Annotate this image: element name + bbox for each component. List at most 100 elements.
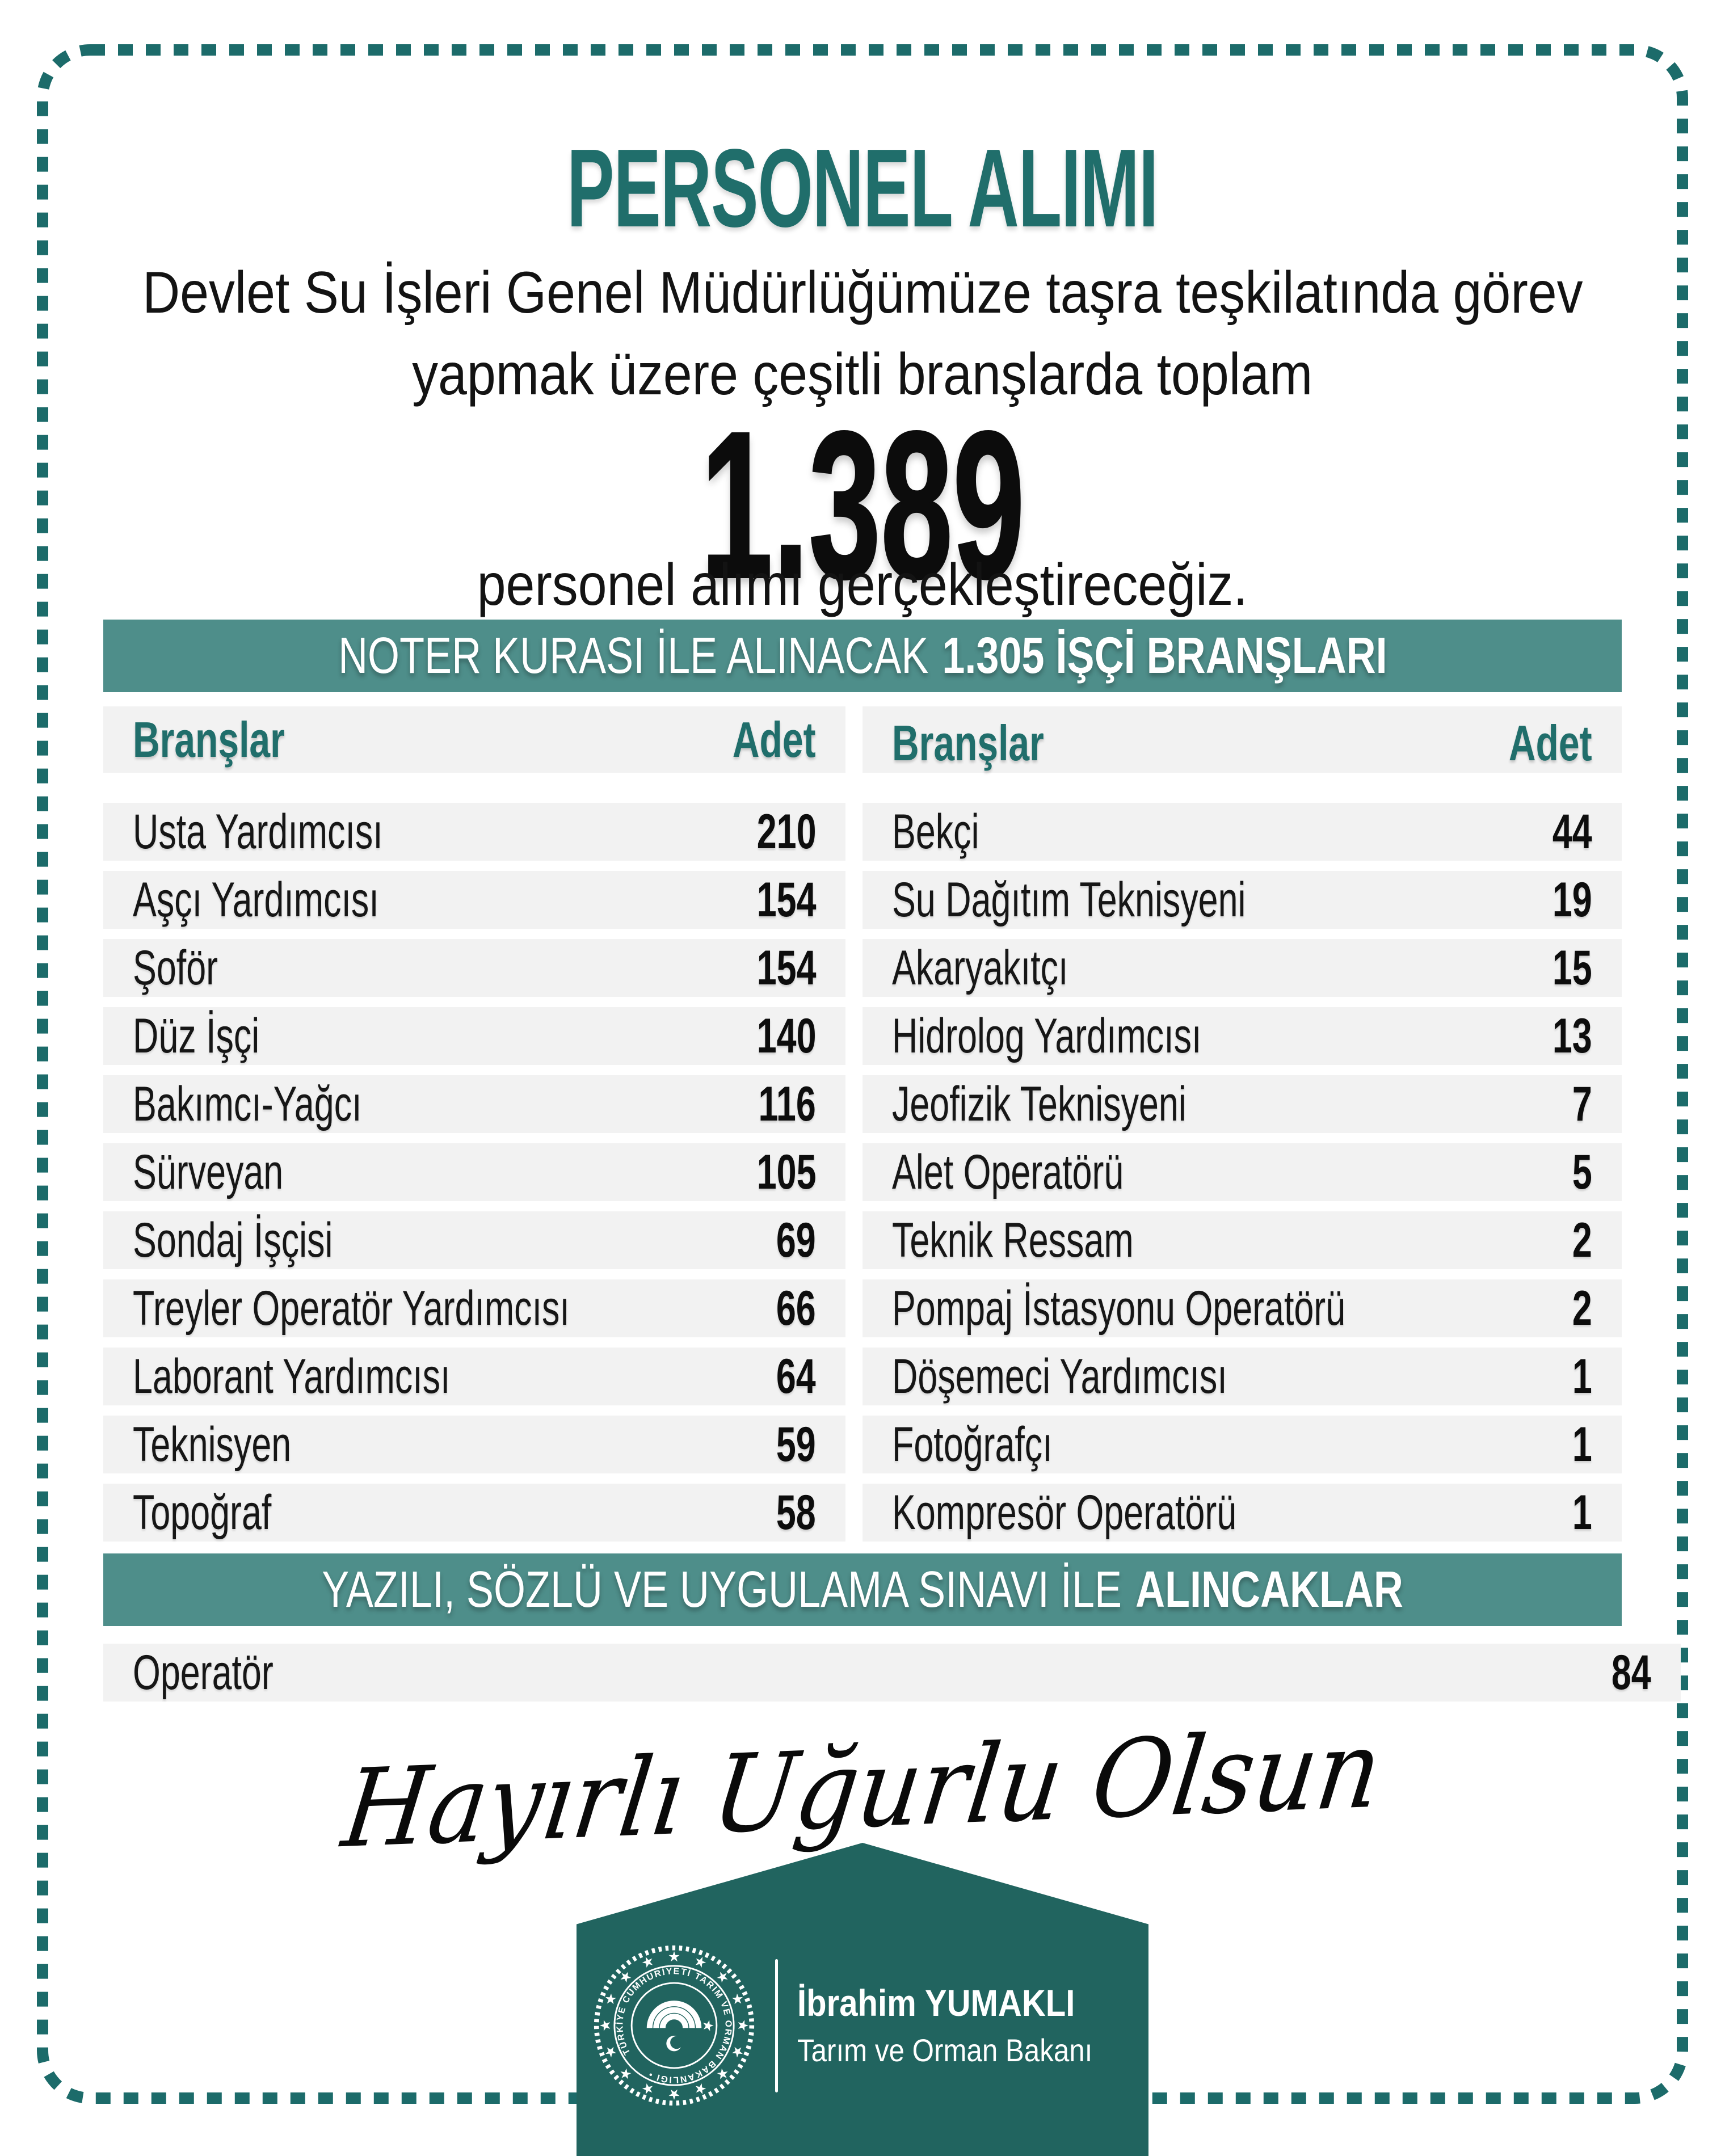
intro-tail-line: personel alımı gerçekleştireceğiz. bbox=[0, 555, 1725, 614]
branch-label: Sondaj İşçisi bbox=[133, 1212, 333, 1268]
minister-role: Tarım ve Orman Bakanı bbox=[797, 2032, 1093, 2068]
branch-count: 15 bbox=[1552, 940, 1592, 995]
exam-row: Operatör 84 bbox=[103, 1644, 1681, 1702]
table-row: Alet Operatörü 5 bbox=[862, 1143, 1622, 1201]
branch-count: 1 bbox=[1572, 1349, 1592, 1404]
branch-label: Fotoğrafçı bbox=[892, 1417, 1053, 1472]
lottery-banner-bold: 1.305 İŞÇİ BRANŞLARI bbox=[942, 627, 1387, 684]
header-count: Adet bbox=[733, 711, 816, 768]
branch-count: 19 bbox=[1552, 872, 1592, 927]
table-header: Branşlar Adet bbox=[103, 706, 845, 773]
branch-label: Döşemeci Yardımcısı bbox=[892, 1349, 1227, 1404]
table-row: Treyler Operatör Yardımcısı 66 bbox=[103, 1279, 845, 1337]
table-row: Jeofizik Teknisyeni 7 bbox=[862, 1075, 1622, 1133]
table-row: Fotoğrafçı 1 bbox=[862, 1416, 1622, 1473]
lottery-banner: NOTER KURASI İLE ALINACAK 1.305 İŞÇİ BRAN… bbox=[103, 620, 1622, 692]
branch-label: Usta Yardımcısı bbox=[133, 804, 383, 859]
branch-label: Pompaj İstasyonu Operatörü bbox=[892, 1281, 1346, 1336]
branch-label: Bakımcı-Yağcı bbox=[133, 1076, 362, 1131]
table-row: Teknisyen 59 bbox=[103, 1416, 845, 1473]
svg-text:TÜRKİYE CUMHURİYETİ TARIM VE O: TÜRKİYE CUMHURİYETİ TARIM VE ORMAN BAKAN… bbox=[592, 1944, 755, 2107]
branch-label: Teknisyen bbox=[133, 1417, 292, 1472]
intro-tail: personel alımı gerçekleştireceğiz. bbox=[477, 552, 1248, 618]
signature-line: Hayırlı Uğurlu Olsun bbox=[0, 1707, 1725, 1872]
table-row: Sürveyan 105 bbox=[103, 1143, 845, 1201]
table-row: Kompresör Operatörü 1 bbox=[862, 1484, 1622, 1542]
table-rows: Usta Yardımcısı 210 Aşçı Yardımcısı 154 Şofö… bbox=[103, 803, 845, 1542]
table-row: Topoğraf 58 bbox=[103, 1484, 845, 1542]
branch-label: Treyler Operatör Yardımcısı bbox=[133, 1281, 570, 1336]
table-row: Su Dağıtım Teknisyeni 19 bbox=[862, 871, 1622, 929]
table-row: Pompaj İstasyonu Operatörü 2 bbox=[862, 1279, 1622, 1337]
branch-label: Su Dağıtım Teknisyeni bbox=[892, 872, 1246, 927]
divider bbox=[775, 1959, 778, 2092]
table-row: Aşçı Yardımcısı 154 bbox=[103, 871, 845, 929]
branch-count: 58 bbox=[776, 1485, 816, 1540]
branch-label: Aşçı Yardımcısı bbox=[133, 872, 379, 927]
table-row: Bekçi 44 bbox=[862, 803, 1622, 861]
header-branch: Branşlar bbox=[133, 711, 285, 768]
page-title-line: PERSONEL ALIMI bbox=[0, 133, 1725, 244]
exam-banner: YAZILI, SÖZLÜ VE UYGULAMA SINAVI İLE ALIN… bbox=[103, 1553, 1622, 1626]
branch-count: 59 bbox=[776, 1417, 816, 1472]
intro-line-1: Devlet Su İşleri Genel Müdürlüğümüze taş… bbox=[142, 260, 1583, 326]
branch-count: 1 bbox=[1572, 1485, 1592, 1540]
table-row: Laborant Yardımcısı 64 bbox=[103, 1348, 845, 1405]
minister-name: İbrahim YUMAKLI bbox=[797, 1982, 1075, 2024]
branch-label: Sürveyan bbox=[133, 1144, 284, 1199]
branch-label: Teknik Ressam bbox=[892, 1212, 1134, 1268]
branch-label: Kompresör Operatörü bbox=[892, 1485, 1237, 1540]
branch-count: 66 bbox=[776, 1281, 816, 1336]
table-row: Sondaj İşçisi 69 bbox=[103, 1211, 845, 1269]
exam-banner-regular: YAZILI, SÖZLÜ VE UYGULAMA SINAVI İLE bbox=[322, 1561, 1122, 1618]
branch-count: 105 bbox=[756, 1144, 816, 1199]
branch-label: Düz İşçi bbox=[133, 1008, 260, 1063]
branch-count: 84 bbox=[1612, 1645, 1651, 1700]
exam-banner-text: YAZILI, SÖZLÜ VE UYGULAMA SINAVI İLE ALIN… bbox=[322, 1561, 1403, 1619]
ministry-seal-icon: TÜRKİYE CUMHURİYETİ TARIM VE ORMAN BAKAN… bbox=[592, 1944, 755, 2107]
branch-label: Bekçi bbox=[892, 804, 979, 859]
branch-count: 154 bbox=[756, 872, 816, 927]
branch-table-right: Branşlar Adet Bekçi 44 Su Dağıtım Teknisye… bbox=[862, 706, 1622, 1552]
branch-count: 2 bbox=[1572, 1212, 1592, 1268]
branch-count: 154 bbox=[756, 940, 816, 995]
table-row: Bakımcı-Yağcı 116 bbox=[103, 1075, 845, 1133]
table-row: Teknik Ressam 2 bbox=[862, 1211, 1622, 1269]
branch-count: 116 bbox=[758, 1076, 816, 1131]
branch-count: 1 bbox=[1572, 1417, 1592, 1472]
branch-label: Şoför bbox=[133, 940, 218, 995]
seal-text: TÜRKİYE CUMHURİYETİ TARIM VE ORMAN BAKAN… bbox=[592, 1944, 755, 2107]
header-count: Adet bbox=[1509, 714, 1592, 771]
branch-table-left: Branşlar Adet Usta Yardımcısı 210 Aşçı Yar… bbox=[103, 706, 845, 1552]
lottery-banner-text: NOTER KURASI İLE ALINACAK 1.305 İŞÇİ BRAN… bbox=[338, 627, 1387, 685]
branch-count: 5 bbox=[1572, 1144, 1592, 1199]
branch-label: Topoğraf bbox=[133, 1485, 272, 1540]
table-row: Düz İşçi 140 bbox=[103, 1007, 845, 1065]
page-title: PERSONEL ALIMI bbox=[567, 126, 1159, 250]
minister-ribbon: TÜRKİYE CUMHURİYETİ TARIM VE ORMAN BAKAN… bbox=[577, 1843, 1148, 2156]
branch-count: 210 bbox=[756, 804, 816, 859]
branch-label: Hidrolog Yardımcısı bbox=[892, 1008, 1202, 1063]
table-header: Branşlar Adet bbox=[862, 706, 1622, 773]
branch-count: 2 bbox=[1572, 1281, 1592, 1336]
table-row: Hidrolog Yardımcısı 13 bbox=[862, 1007, 1622, 1065]
branch-count: 140 bbox=[756, 1008, 816, 1063]
minister-block: İbrahim YUMAKLI Tarım ve Orman Bakanı bbox=[797, 1982, 1133, 2069]
table-row: Şoför 154 bbox=[103, 939, 845, 997]
table-row: Usta Yardımcısı 210 bbox=[103, 803, 845, 861]
header-branch: Branşlar bbox=[892, 714, 1044, 771]
lottery-banner-regular: NOTER KURASI İLE ALINACAK bbox=[338, 627, 929, 684]
minister-ribbon-content: TÜRKİYE CUMHURİYETİ TARIM VE ORMAN BAKAN… bbox=[577, 1944, 1148, 2107]
branch-count: 13 bbox=[1552, 1008, 1592, 1063]
branch-label: Alet Operatörü bbox=[892, 1144, 1124, 1199]
branch-label: Jeofizik Teknisyeni bbox=[892, 1076, 1187, 1131]
exam-banner-bold: ALINCAKLAR bbox=[1135, 1561, 1403, 1618]
table-row: Akaryakıtçı 15 bbox=[862, 939, 1622, 997]
branch-count: 7 bbox=[1572, 1076, 1592, 1131]
branch-count: 44 bbox=[1552, 804, 1592, 859]
branch-count: 69 bbox=[776, 1212, 816, 1268]
branch-label: Akaryakıtçı bbox=[892, 940, 1068, 995]
branch-label: Operatör bbox=[133, 1645, 274, 1700]
table-row: Döşemeci Yardımcısı 1 bbox=[862, 1348, 1622, 1405]
